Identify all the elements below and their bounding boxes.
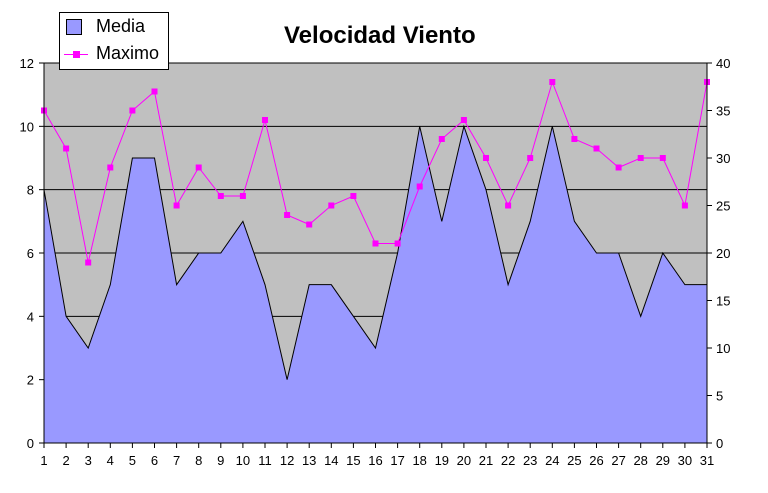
legend-label-media: Media [96, 16, 146, 36]
series-maximo-point [615, 164, 622, 171]
x-tick-label: 6 [151, 453, 158, 468]
x-tick-label: 27 [611, 453, 625, 468]
legend: Media Maximo [59, 12, 169, 70]
y-right-tick-label: 35 [716, 104, 730, 119]
x-tick-label: 25 [567, 453, 581, 468]
legend-label-maximo: Maximo [96, 43, 160, 63]
y-left-tick-label: 6 [27, 246, 34, 261]
y-right-tick-label: 20 [716, 246, 730, 261]
x-tick-label: 9 [217, 453, 224, 468]
series-maximo-point [505, 202, 512, 209]
y-right-tick-label: 5 [716, 389, 723, 404]
x-tick-label: 31 [700, 453, 714, 468]
x-tick-label: 5 [129, 453, 136, 468]
x-tick-label: 8 [195, 453, 202, 468]
x-tick-label: 22 [501, 453, 515, 468]
series-maximo-point [239, 193, 246, 199]
y-left-tick-label: 12 [20, 56, 34, 71]
x-tick-label: 21 [479, 453, 493, 468]
series-maximo-point [284, 212, 291, 218]
y-right-tick-label: 40 [716, 56, 730, 71]
chart-title: Velocidad Viento [284, 22, 476, 49]
series-maximo-point [306, 221, 313, 228]
series-maximo-point [129, 107, 136, 114]
legend-marker-maximo [73, 51, 80, 58]
series-maximo-point [85, 259, 92, 266]
series-maximo-point [637, 155, 644, 161]
x-tick-label: 14 [324, 453, 338, 468]
series-maximo-point [659, 155, 666, 161]
series-maximo-point [549, 79, 556, 85]
x-tick-label: 30 [678, 453, 692, 468]
legend-item-media: Media [60, 15, 168, 41]
series-maximo-point [262, 117, 268, 123]
series-maximo-point [328, 202, 335, 209]
legend-swatch-media [66, 19, 82, 35]
x-tick-label: 26 [589, 453, 603, 468]
y-left-tick-label: 8 [27, 183, 34, 198]
x-tick-label: 7 [173, 453, 180, 468]
series-maximo-point [681, 202, 688, 209]
x-tick-label: 4 [107, 453, 114, 468]
y-right-tick-label: 10 [716, 341, 730, 356]
x-tick-label: 17 [390, 453, 404, 468]
x-tick-label: 10 [236, 453, 250, 468]
y-left-tick-label: 2 [27, 373, 34, 388]
y-left-tick-label: 4 [27, 309, 34, 324]
x-tick-label: 12 [280, 453, 294, 468]
series-maximo-point [372, 240, 379, 247]
x-tick-label: 28 [633, 453, 647, 468]
y-right-tick-label: 15 [716, 294, 730, 309]
y-left-tick-label: 10 [20, 119, 34, 134]
series-maximo-point [527, 155, 534, 161]
x-tick-label: 1 [40, 453, 47, 468]
series-maximo-point [571, 136, 578, 142]
y-right-tick-label: 30 [716, 151, 730, 166]
series-maximo-point [483, 155, 489, 161]
x-tick-label: 11 [258, 453, 272, 468]
x-tick-label: 18 [412, 453, 426, 468]
x-tick-label: 20 [457, 453, 471, 468]
series-maximo-point [63, 145, 70, 152]
y-right-tick-label: 25 [716, 199, 730, 214]
series-maximo-point [151, 88, 158, 95]
series-maximo-point [460, 117, 467, 123]
series-maximo-point [173, 202, 180, 209]
x-tick-label: 24 [545, 453, 559, 468]
x-tick-label: 23 [523, 453, 537, 468]
x-tick-label: 16 [368, 453, 382, 468]
x-tick-label: 19 [435, 453, 449, 468]
x-tick-label: 3 [85, 453, 92, 468]
series-maximo-point [593, 145, 600, 152]
series-maximo-point [350, 193, 357, 199]
series-maximo-point [394, 240, 401, 247]
series-media-area [43, 124, 708, 444]
x-tick-label: 15 [346, 453, 360, 468]
series-maximo-point [217, 193, 224, 199]
x-tick-label: 2 [62, 453, 69, 468]
series-maximo-point [195, 164, 202, 171]
series-maximo-point [438, 136, 445, 142]
y-right-tick-label: 0 [716, 436, 723, 451]
x-tick-label: 29 [656, 453, 670, 468]
x-tick-label: 13 [302, 453, 316, 468]
y-left-tick-label: 0 [27, 436, 34, 451]
series-maximo-point [107, 164, 114, 171]
legend-item-maximo: Maximo [60, 42, 168, 68]
series-maximo-point [416, 183, 423, 190]
